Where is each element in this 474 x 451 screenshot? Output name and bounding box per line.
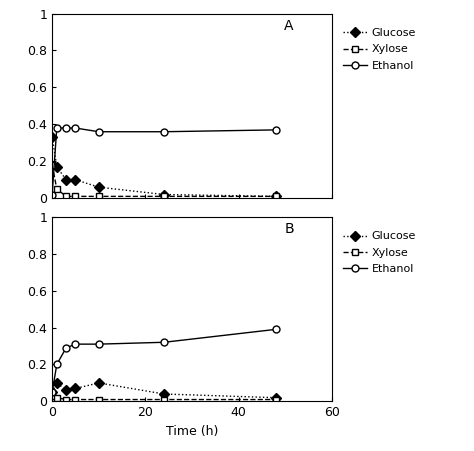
Legend: Glucose, Xylose, Ethanol: Glucose, Xylose, Ethanol bbox=[343, 231, 416, 274]
Text: B: B bbox=[284, 222, 294, 236]
Legend: Glucose, Xylose, Ethanol: Glucose, Xylose, Ethanol bbox=[343, 28, 416, 70]
X-axis label: Time (h): Time (h) bbox=[166, 425, 218, 438]
Text: A: A bbox=[284, 19, 294, 33]
